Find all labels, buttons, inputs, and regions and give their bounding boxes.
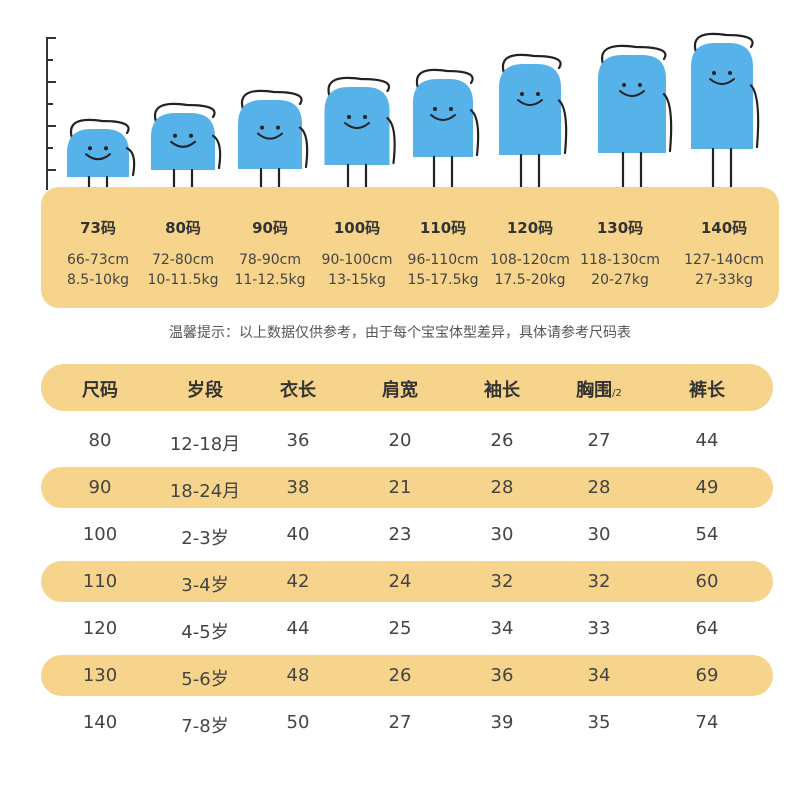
table-cell: 120 <box>82 618 118 639</box>
table-row-highlight <box>41 561 773 602</box>
table-cell: 20 <box>388 430 412 451</box>
smiley-figure-icon <box>499 53 568 190</box>
size-label: 100码 <box>333 219 381 237</box>
table-cell: 35 <box>587 712 611 733</box>
height-range: 90-100cm <box>321 252 393 268</box>
size-label: 130码 <box>596 219 644 237</box>
smiley-figure-icon <box>691 32 760 190</box>
table-cell: 28 <box>490 477 514 498</box>
smiley-figure-icon <box>238 89 309 190</box>
table-cell: 23 <box>388 524 412 545</box>
table-cell: 69 <box>695 665 719 686</box>
height-range: 108-120cm <box>490 252 570 268</box>
table-cell: 25 <box>388 618 412 639</box>
smiley-figure-icon <box>151 102 222 190</box>
weight-range: 10-11.5kg <box>147 272 219 288</box>
table-cell: 64 <box>695 618 719 639</box>
smiley-figure-icon <box>324 76 396 190</box>
table-header-cell: 尺码 <box>82 380 118 401</box>
table-cell: 26 <box>490 430 514 451</box>
table-cell: 100 <box>82 524 118 545</box>
table-header-cell: 胸围/2 <box>576 380 622 401</box>
table-header-band <box>41 364 773 411</box>
table-header-cell: 袖长 <box>484 380 520 401</box>
table-cell: 42 <box>286 571 310 592</box>
height-range: 118-130cm <box>580 252 660 268</box>
table-header-cell: 肩宽 <box>382 380 418 401</box>
table-cell: 24 <box>388 571 412 592</box>
table-cell: 110 <box>82 571 118 592</box>
table-cell: 48 <box>286 665 310 686</box>
smiley-figure-icon <box>413 68 480 190</box>
table-cell: 4-5岁 <box>181 622 229 643</box>
table-cell: 3-4岁 <box>181 575 229 596</box>
table-cell: 34 <box>490 618 514 639</box>
table-cell: 5-6岁 <box>181 669 229 690</box>
table-cell: 130 <box>82 665 118 686</box>
table-cell: 36 <box>490 665 514 686</box>
height-range: 127-140cm <box>684 252 764 268</box>
table-cell: 140 <box>82 712 118 733</box>
table-row-highlight <box>41 467 773 508</box>
table-cell: 21 <box>388 477 412 498</box>
table-cell: 74 <box>695 712 719 733</box>
table-cell: 33 <box>587 618 611 639</box>
table-cell: 18-24月 <box>169 481 241 502</box>
table-cell: 27 <box>388 712 412 733</box>
table-cell: 90 <box>88 477 112 498</box>
table-cell: 28 <box>587 477 611 498</box>
table-cell: 32 <box>490 571 514 592</box>
table-cell: 30 <box>490 524 514 545</box>
height-range: 96-110cm <box>407 252 479 268</box>
table-cell: 36 <box>286 430 310 451</box>
table-header-cell: 岁段 <box>187 380 223 401</box>
ruler-icon <box>46 37 56 190</box>
table-cell: 60 <box>695 571 719 592</box>
height-range: 66-73cm <box>66 252 129 268</box>
table-cell: 38 <box>286 477 310 498</box>
table-cell: 7-8岁 <box>181 716 229 737</box>
table-cell: 32 <box>587 571 611 592</box>
weight-range: 8.5-10kg <box>66 272 130 288</box>
table-cell: 2-3岁 <box>181 528 229 549</box>
table-cell: 39 <box>490 712 514 733</box>
table-cell: 12-18月 <box>169 434 241 455</box>
weight-range: 20-27kg <box>591 272 649 288</box>
half-measure-suffix: /2 <box>612 388 622 399</box>
smiley-figure-icon <box>67 118 136 190</box>
size-label: 73码 <box>80 219 116 237</box>
table-cell: 40 <box>286 524 310 545</box>
table-cell: 34 <box>587 665 611 686</box>
table-row-highlight <box>41 655 773 696</box>
table-header-cell: 裤长 <box>689 380 725 401</box>
table-cell: 30 <box>587 524 611 545</box>
size-label: 140码 <box>700 219 748 237</box>
size-label: 110码 <box>419 219 467 237</box>
table-cell: 44 <box>695 430 719 451</box>
height-range: 72-80cm <box>151 252 214 268</box>
weight-range: 15-17.5kg <box>407 272 479 288</box>
weight-range: 11-12.5kg <box>234 272 306 288</box>
size-tip-text: 温馨提示：以上数据仅供参考，由于每个宝宝体型差异，具体请参考尺码表 <box>169 325 631 341</box>
size-label: 80码 <box>165 219 201 237</box>
weight-range: 17.5-20kg <box>494 272 566 288</box>
height-range: 78-90cm <box>238 252 301 268</box>
table-cell: 27 <box>587 430 611 451</box>
weight-range: 27-33kg <box>695 272 753 288</box>
table-cell: 26 <box>388 665 412 686</box>
size-label: 90码 <box>252 219 288 237</box>
size-figures-illustration <box>46 32 760 190</box>
size-info-panel <box>41 187 779 308</box>
table-cell: 49 <box>695 477 719 498</box>
table-cell: 50 <box>286 712 310 733</box>
weight-range: 13-15kg <box>328 272 386 288</box>
table-cell: 54 <box>695 524 719 545</box>
table-cell: 80 <box>88 430 112 451</box>
table-header-cell: 衣长 <box>280 380 316 401</box>
size-label: 120码 <box>506 219 554 237</box>
smiley-figure-icon <box>598 44 673 190</box>
table-cell: 44 <box>286 618 310 639</box>
